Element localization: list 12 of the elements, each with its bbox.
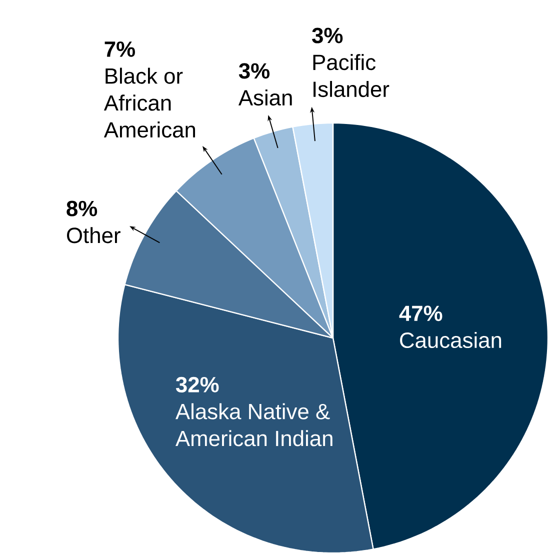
slice-label: Black or African American [104,68,196,138]
slice-label: Pacific Islander [313,54,390,98]
data-label: 32% [176,376,219,392]
slice-label: Caucasian [400,332,502,348]
data-label: 8% [66,200,98,216]
data-label: 3% [312,28,343,44]
data-label: 3% [238,63,270,79]
slice-label: Asian [238,89,292,106]
data-label: 7% [104,41,135,57]
slice-label: Alaska Native & American Indian [175,403,332,446]
data-label: 47% [399,306,442,322]
slice-label: Other [67,227,120,244]
